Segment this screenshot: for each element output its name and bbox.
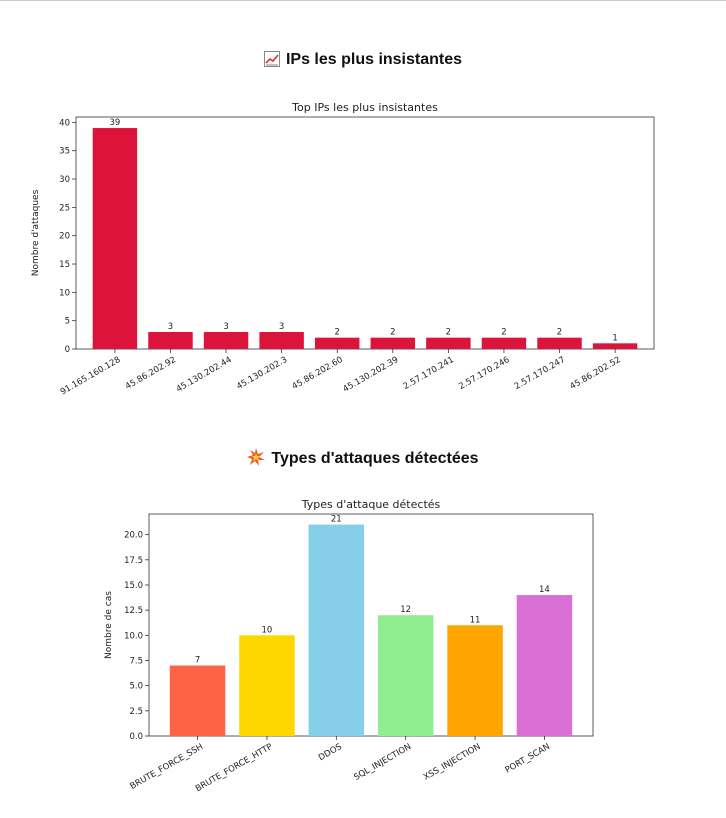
types-y-tick-label: 10.0 [124,631,143,641]
types-x-tick-label: SQL_INJECTION [352,742,413,783]
ips-bar [537,337,582,349]
ips-heading-text: IPs les plus insistantes [285,51,463,68]
types-y-tick-label: 0.0 [129,732,143,742]
types-x-tick-label: DDOS [317,742,344,763]
types-x-tick-label: XSS_INJECTION [422,742,483,783]
types-x-tick-label: BRUTE_FORCE_HTTP [194,742,274,794]
ips-data-label: 2 [501,328,506,338]
types-plot-frame [148,513,594,737]
types-data-label: 12 [400,605,411,615]
ips-bar [148,332,193,349]
types-heading-text: Types d'attaques détectées [271,450,479,467]
types-data-label: 21 [331,515,342,525]
ips-data-label: 39 [109,118,120,128]
ips-y-tick-label: 20 [59,232,70,242]
types-bar [447,625,503,736]
ips-data-label: 2 [390,328,395,338]
ips-y-tick-label: 35 [59,147,70,157]
types-y-tick-label: 15.0 [124,581,143,591]
ips-y-tick-label: 30 [59,175,70,185]
ips-y-tick-label: 5 [65,317,70,327]
top-divider [0,0,726,1]
ips-y-tick-label: 15 [59,260,70,270]
types-bar [308,524,365,736]
ips-title: Top IPs les plus insistantes [291,101,438,114]
ips-section-heading: IPs les plus insistantes [0,51,726,72]
types-x-tick-label: BRUTE_FORCE_SSH [129,742,206,792]
ips-bar [203,332,249,349]
types-y-tick-label: 12.5 [124,606,143,616]
ips-y-tick-label: 40 [59,118,70,128]
types-section-heading: Types d'attaques détectées [0,448,726,471]
types-bar [169,665,226,736]
types-data-label: 11 [470,615,481,625]
ips-data-label: 1 [612,333,617,343]
ips-y-tick-label: 25 [59,203,70,213]
types-data-label: 14 [539,585,550,595]
ips-bar [259,332,304,349]
types-y-tick-label: 5.0 [129,682,143,692]
ips-bar [370,337,416,349]
ips-data-label: 2 [446,328,451,338]
ips-bar [426,337,471,349]
types-x-tick-label: PORT_SCAN [504,742,552,776]
ips-y-axis-label: Nombre d'attaques [31,189,41,276]
chart-increasing-icon [263,51,280,72]
ips-data-label: 2 [557,328,562,338]
types-bar [516,595,573,736]
ips-data-label: 3 [223,322,228,332]
types-data-label: 10 [262,625,273,635]
ips-data-label: 3 [168,322,173,332]
ips-y-tick-label: 10 [59,288,70,298]
types-title: Types d'attaque détectés [301,498,441,511]
types-data-label: 7 [195,656,200,666]
ips-y-tick-label: 0 [65,345,70,355]
ips-data-label: 2 [335,328,340,338]
types-bar [377,615,434,736]
ips-bar [92,128,138,349]
types-y-tick-label: 17.5 [124,556,143,566]
ips-data-label: 3 [279,322,284,332]
ips-bar [481,337,527,349]
types-y-axis-label: Nombre de cas [104,591,114,659]
ips-bar-chart: Top IPs les plus insistantes Nombre d'att… [31,101,655,397]
ips-bar [592,343,638,349]
types-y-tick-label: 20.0 [124,531,143,541]
collision-icon [247,448,266,471]
ips-plot-frame [75,116,655,350]
types-y-tick-label: 2.5 [129,707,143,717]
ips-bar [314,337,360,349]
types-bar [239,635,295,736]
types-y-tick-label: 7.5 [129,656,143,666]
